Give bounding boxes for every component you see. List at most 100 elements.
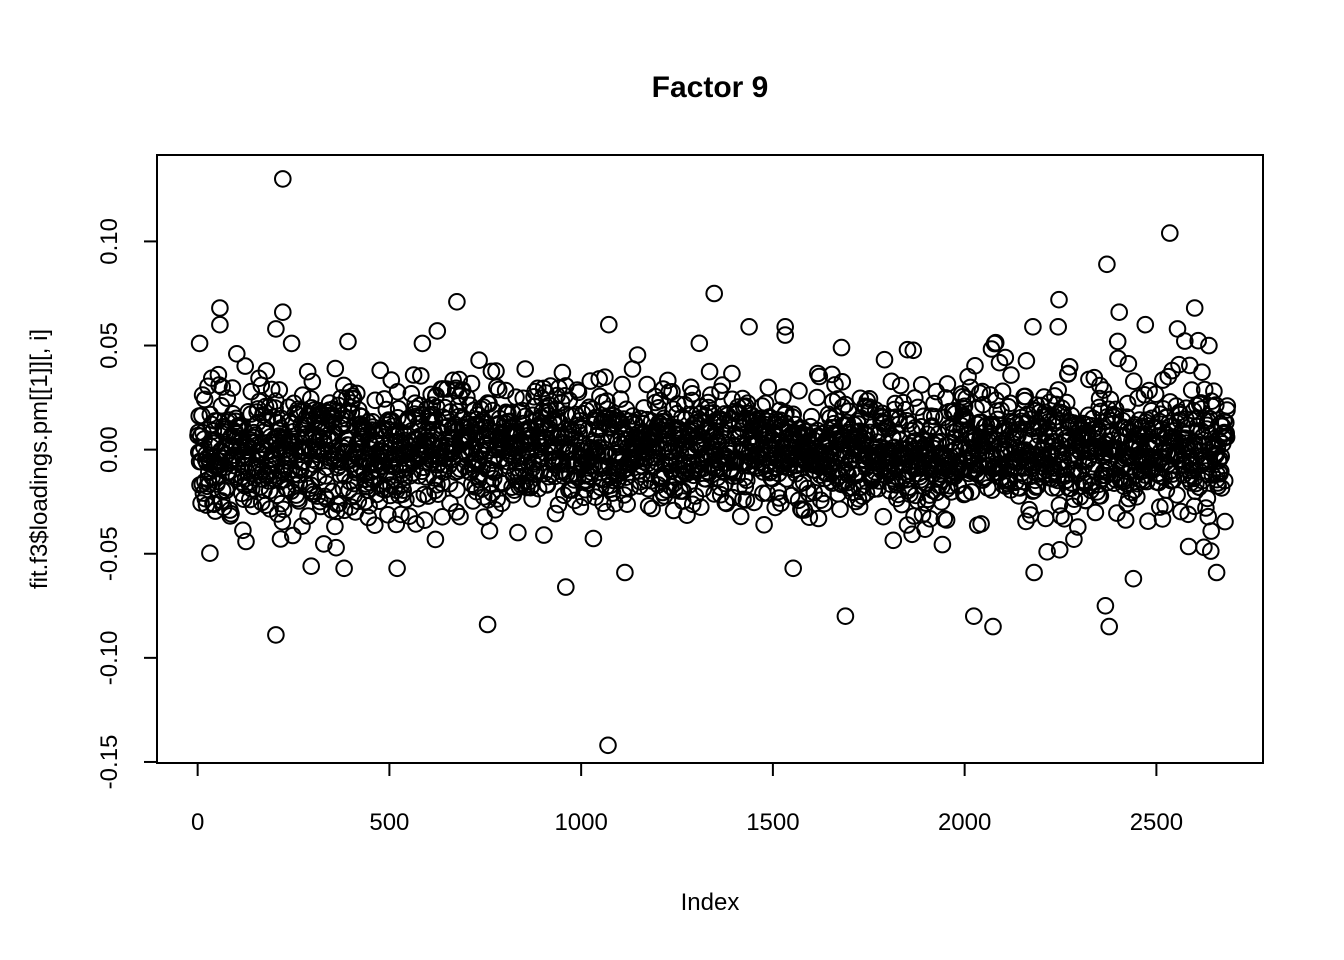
data-point — [486, 501, 505, 519]
data-point — [249, 400, 267, 418]
data-point — [1105, 408, 1123, 427]
data-point — [1200, 336, 1218, 355]
data-point — [1052, 507, 1070, 525]
data-point — [370, 492, 389, 511]
data-point — [302, 557, 321, 576]
data-point — [407, 515, 425, 533]
data-point — [211, 299, 229, 317]
data-point — [736, 477, 755, 496]
x-tick-label: 0 — [191, 809, 204, 836]
data-point — [810, 367, 829, 386]
data-point — [478, 615, 497, 634]
data-point — [1168, 486, 1186, 504]
data-point — [1124, 569, 1143, 588]
data-point — [875, 350, 894, 369]
data-point — [1025, 563, 1043, 582]
data-point — [1155, 442, 1174, 461]
data-point — [433, 474, 451, 493]
data-point — [366, 391, 385, 410]
x-tick-label: 1500 — [746, 809, 799, 836]
data-point — [1022, 431, 1040, 450]
data-point — [394, 481, 413, 500]
data-point — [1002, 366, 1020, 384]
data-point — [326, 359, 345, 378]
data-point — [906, 389, 924, 407]
data-point — [299, 507, 317, 525]
x-axis-ticks: 0 500 1000 1500 2000 2500 — [191, 763, 1183, 836]
data-point — [448, 481, 466, 499]
data-point — [257, 362, 276, 380]
data-point — [898, 340, 917, 359]
data-point — [1218, 397, 1237, 415]
data-point — [397, 490, 415, 509]
data-point — [1049, 318, 1067, 336]
data-point — [996, 348, 1015, 367]
data-point — [366, 516, 384, 535]
y-axis-ticks: -0.15 -0.10 -0.05 0.00 0.05 0.10 — [96, 218, 157, 789]
data-point — [990, 353, 1009, 372]
data-point — [210, 376, 228, 394]
data-point — [199, 377, 217, 396]
data-point — [833, 398, 852, 416]
data-point — [937, 511, 956, 529]
data-point — [600, 315, 618, 334]
data-point — [444, 371, 462, 390]
data-point — [234, 521, 252, 540]
data-point — [489, 380, 508, 399]
data-point — [1017, 352, 1036, 370]
data-point — [462, 374, 481, 393]
data-point — [327, 538, 345, 557]
data-point — [201, 544, 219, 563]
data-point — [1202, 522, 1220, 540]
data-point — [271, 530, 290, 548]
data-point — [973, 382, 992, 401]
data-point — [267, 626, 285, 644]
data-point — [335, 376, 353, 395]
data-point — [1110, 303, 1128, 322]
data-point — [594, 494, 612, 513]
x-tick-label: 2500 — [1130, 809, 1183, 836]
data-point — [493, 494, 511, 513]
data-point — [1118, 394, 1137, 413]
data-point — [745, 493, 763, 512]
data-point — [808, 388, 826, 407]
y-tick-label: -0.10 — [96, 630, 123, 685]
data-point — [1100, 617, 1118, 636]
data-point — [755, 516, 773, 534]
data-point — [1055, 510, 1074, 528]
data-point — [509, 523, 527, 542]
data-point — [388, 559, 406, 578]
data-point — [1197, 499, 1215, 517]
data-point — [981, 386, 1000, 404]
data-point — [1024, 318, 1042, 336]
data-point — [387, 515, 406, 534]
data-point — [339, 332, 357, 351]
data-point — [616, 563, 634, 582]
data-point — [389, 409, 407, 427]
data-point — [678, 506, 696, 525]
data-point — [470, 351, 488, 370]
data-point — [332, 389, 350, 407]
data-point — [833, 373, 852, 391]
data-point — [571, 498, 590, 516]
data-point — [705, 284, 724, 303]
data-point — [1101, 390, 1120, 409]
data-point — [426, 530, 445, 549]
data-point — [916, 520, 934, 539]
data-point — [874, 507, 893, 526]
data-point — [965, 607, 983, 626]
data-point — [569, 383, 588, 402]
data-point — [1038, 543, 1056, 561]
data-point — [621, 478, 640, 497]
data-point — [429, 485, 447, 504]
data-point — [553, 363, 572, 382]
data-point — [1069, 518, 1087, 536]
data-point — [690, 334, 709, 353]
data-point — [639, 497, 658, 515]
data-point — [1049, 381, 1067, 399]
data-point — [598, 392, 616, 410]
data-point — [683, 495, 702, 514]
y-axis-title: fit.f3$loadings.pm[[1]][, i] — [26, 329, 53, 589]
data-point — [451, 507, 469, 526]
